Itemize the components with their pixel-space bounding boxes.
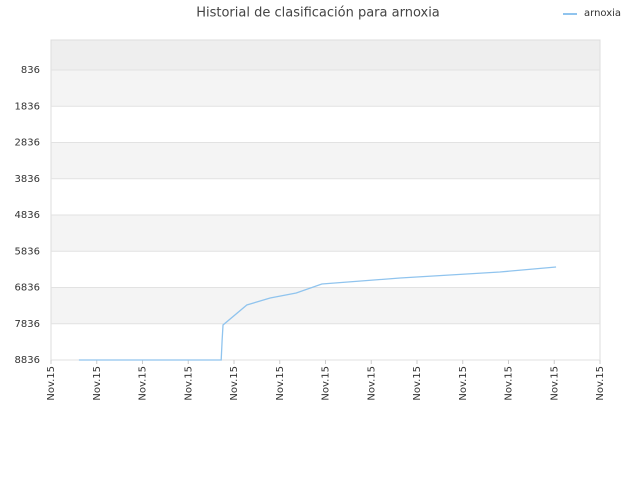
y-tick-label: 8836 bbox=[15, 355, 40, 366]
x-tick-label: Nov.15 bbox=[458, 366, 469, 401]
x-tick-label: Nov.15 bbox=[92, 366, 103, 401]
line bbox=[78, 266, 557, 361]
y-tick-label: 836 bbox=[21, 65, 40, 76]
y-tick-label: 6836 bbox=[15, 283, 40, 294]
x-tick-label: Nov.15 bbox=[183, 366, 194, 401]
chart-title: Historial de clasificación para arnoxia bbox=[196, 6, 440, 21]
y-tick-label: 5836 bbox=[15, 246, 40, 257]
legend-label: arnoxia bbox=[584, 8, 621, 19]
y-tick-label: 3836 bbox=[15, 174, 40, 185]
x-tick-label: Nov.15 bbox=[366, 366, 377, 401]
x-tick-label: Nov.15 bbox=[275, 366, 286, 401]
x-tick-label: Nov.15 bbox=[321, 366, 332, 401]
y-tick-label: 2836 bbox=[15, 138, 40, 149]
y-tick-label: 1836 bbox=[15, 101, 40, 112]
x-tick-label: Nov.15 bbox=[46, 366, 57, 401]
y-tick-label: 4836 bbox=[15, 210, 40, 221]
x-tick-label: Nov.15 bbox=[229, 366, 240, 401]
plot-bands bbox=[50, 39, 601, 361]
x-tick-label: Nov.15 bbox=[595, 366, 606, 401]
x-tick-label: Nov.15 bbox=[504, 366, 515, 401]
x-tick-label: Nov.15 bbox=[549, 366, 560, 401]
x-tick-label: Nov.15 bbox=[138, 366, 149, 401]
x-tick-label: Nov.15 bbox=[412, 366, 423, 401]
y-tick-label: 7836 bbox=[15, 319, 40, 330]
